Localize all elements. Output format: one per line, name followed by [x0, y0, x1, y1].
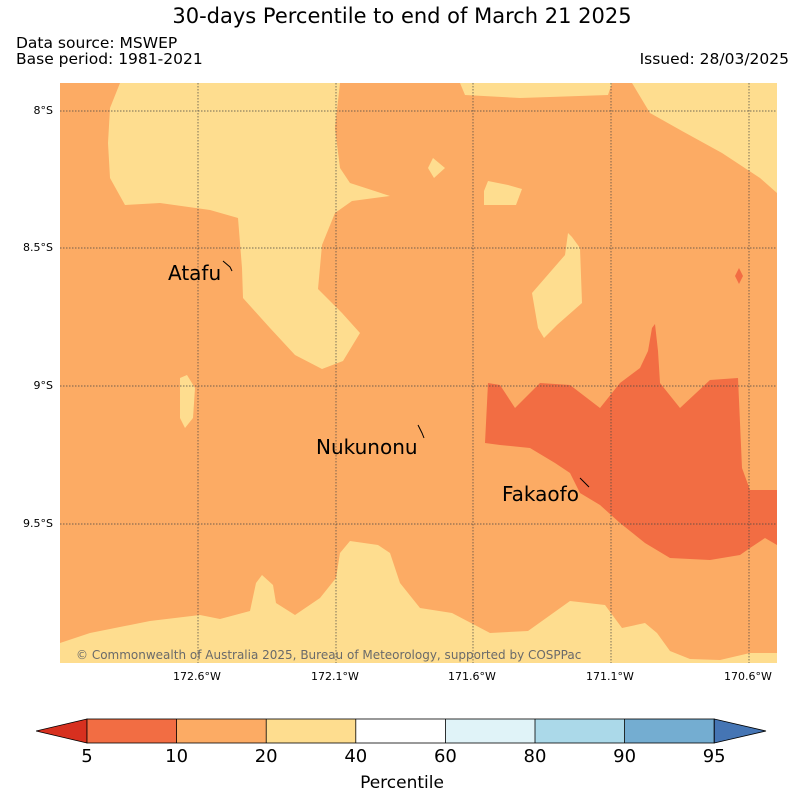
- fakaofo-coastline: [579, 477, 590, 488]
- copyright-text: © Commonwealth of Australia 2025, Bureau…: [76, 648, 582, 662]
- lon-tick-label: 171.1°W: [586, 670, 634, 683]
- yellow-patch-small-1: [428, 158, 445, 178]
- nukunonu-coastline: [417, 424, 425, 439]
- colorbar-tick-label: 10: [165, 746, 189, 767]
- yellow-region-north: [108, 83, 390, 369]
- colorbar-tick-label: 60: [433, 746, 457, 767]
- orange-region-southeast: [485, 324, 777, 560]
- colorbar-bin-40-60: [355, 719, 446, 743]
- graticule: [60, 83, 777, 663]
- island-label-fakaofo: Fakaofo: [502, 482, 579, 506]
- colorbar-bin-60-80: [445, 719, 535, 743]
- colorbar-dividers: [176, 719, 625, 743]
- atafu-coastline: [222, 260, 233, 272]
- yellow-patch-east: [532, 233, 582, 338]
- colorbar-tick-label: 5: [81, 746, 93, 767]
- colorbar-extend-low: [36, 718, 88, 744]
- colorbar-bin-20-40: [266, 719, 356, 743]
- colorbar-bin-90-95: [624, 719, 715, 743]
- colorbar-tick-label: 20: [254, 746, 278, 767]
- map-canvas: [60, 83, 777, 663]
- percentile-20-40-areas: [60, 83, 777, 663]
- map-title: 30-days Percentile to end of March 21 20…: [172, 4, 632, 28]
- yellow-region-top-strip: [460, 83, 612, 98]
- colorbar-tick-label: 95: [702, 746, 726, 767]
- coastlines: [222, 260, 590, 488]
- lat-tick-label: 9°S: [33, 379, 53, 392]
- base-period-text: Base period: 1981-2021: [16, 50, 203, 68]
- colorbar-bin-80-90: [535, 719, 625, 743]
- colorbar-tick-label: 80: [523, 746, 547, 767]
- issued-date-text: Issued: 28/03/2025: [639, 50, 789, 68]
- colorbar-extend-high: [713, 718, 767, 744]
- orange-spot-east: [735, 268, 743, 284]
- yellow-region-northeast: [632, 83, 777, 193]
- colorbar-bin-5-10: [87, 719, 177, 743]
- lat-tick-label: 9.5°S: [23, 517, 53, 530]
- yellow-patch-small-2: [484, 181, 522, 205]
- colorbar: [36, 718, 767, 744]
- data-source-text: Data source: MSWEP: [16, 34, 178, 52]
- lon-tick-label: 170.6°W: [724, 670, 772, 683]
- colorbar-outline: [86, 718, 715, 744]
- yellow-patch-west: [180, 375, 195, 428]
- lon-tick-label: 172.1°W: [311, 670, 359, 683]
- colorbar-tick-label: 40: [344, 746, 368, 767]
- colorbar-tick-label: 90: [613, 746, 637, 767]
- lon-tick-label: 172.6°W: [173, 670, 221, 683]
- percentile-5-10-areas: [485, 268, 777, 560]
- lat-tick-label: 8°S: [33, 104, 53, 117]
- percentile-map: © Commonwealth of Australia 2025, Bureau…: [60, 83, 777, 663]
- yellow-region-south: [60, 541, 777, 663]
- lat-tick-label: 8.5°S: [23, 241, 53, 254]
- colorbar-label: Percentile: [360, 773, 444, 793]
- island-label-atafu: Atafu: [168, 261, 222, 285]
- lon-tick-label: 171.6°W: [448, 670, 496, 683]
- island-label-nukunonu: Nukunonu: [316, 435, 418, 459]
- colorbar-bin-10-20: [176, 719, 267, 743]
